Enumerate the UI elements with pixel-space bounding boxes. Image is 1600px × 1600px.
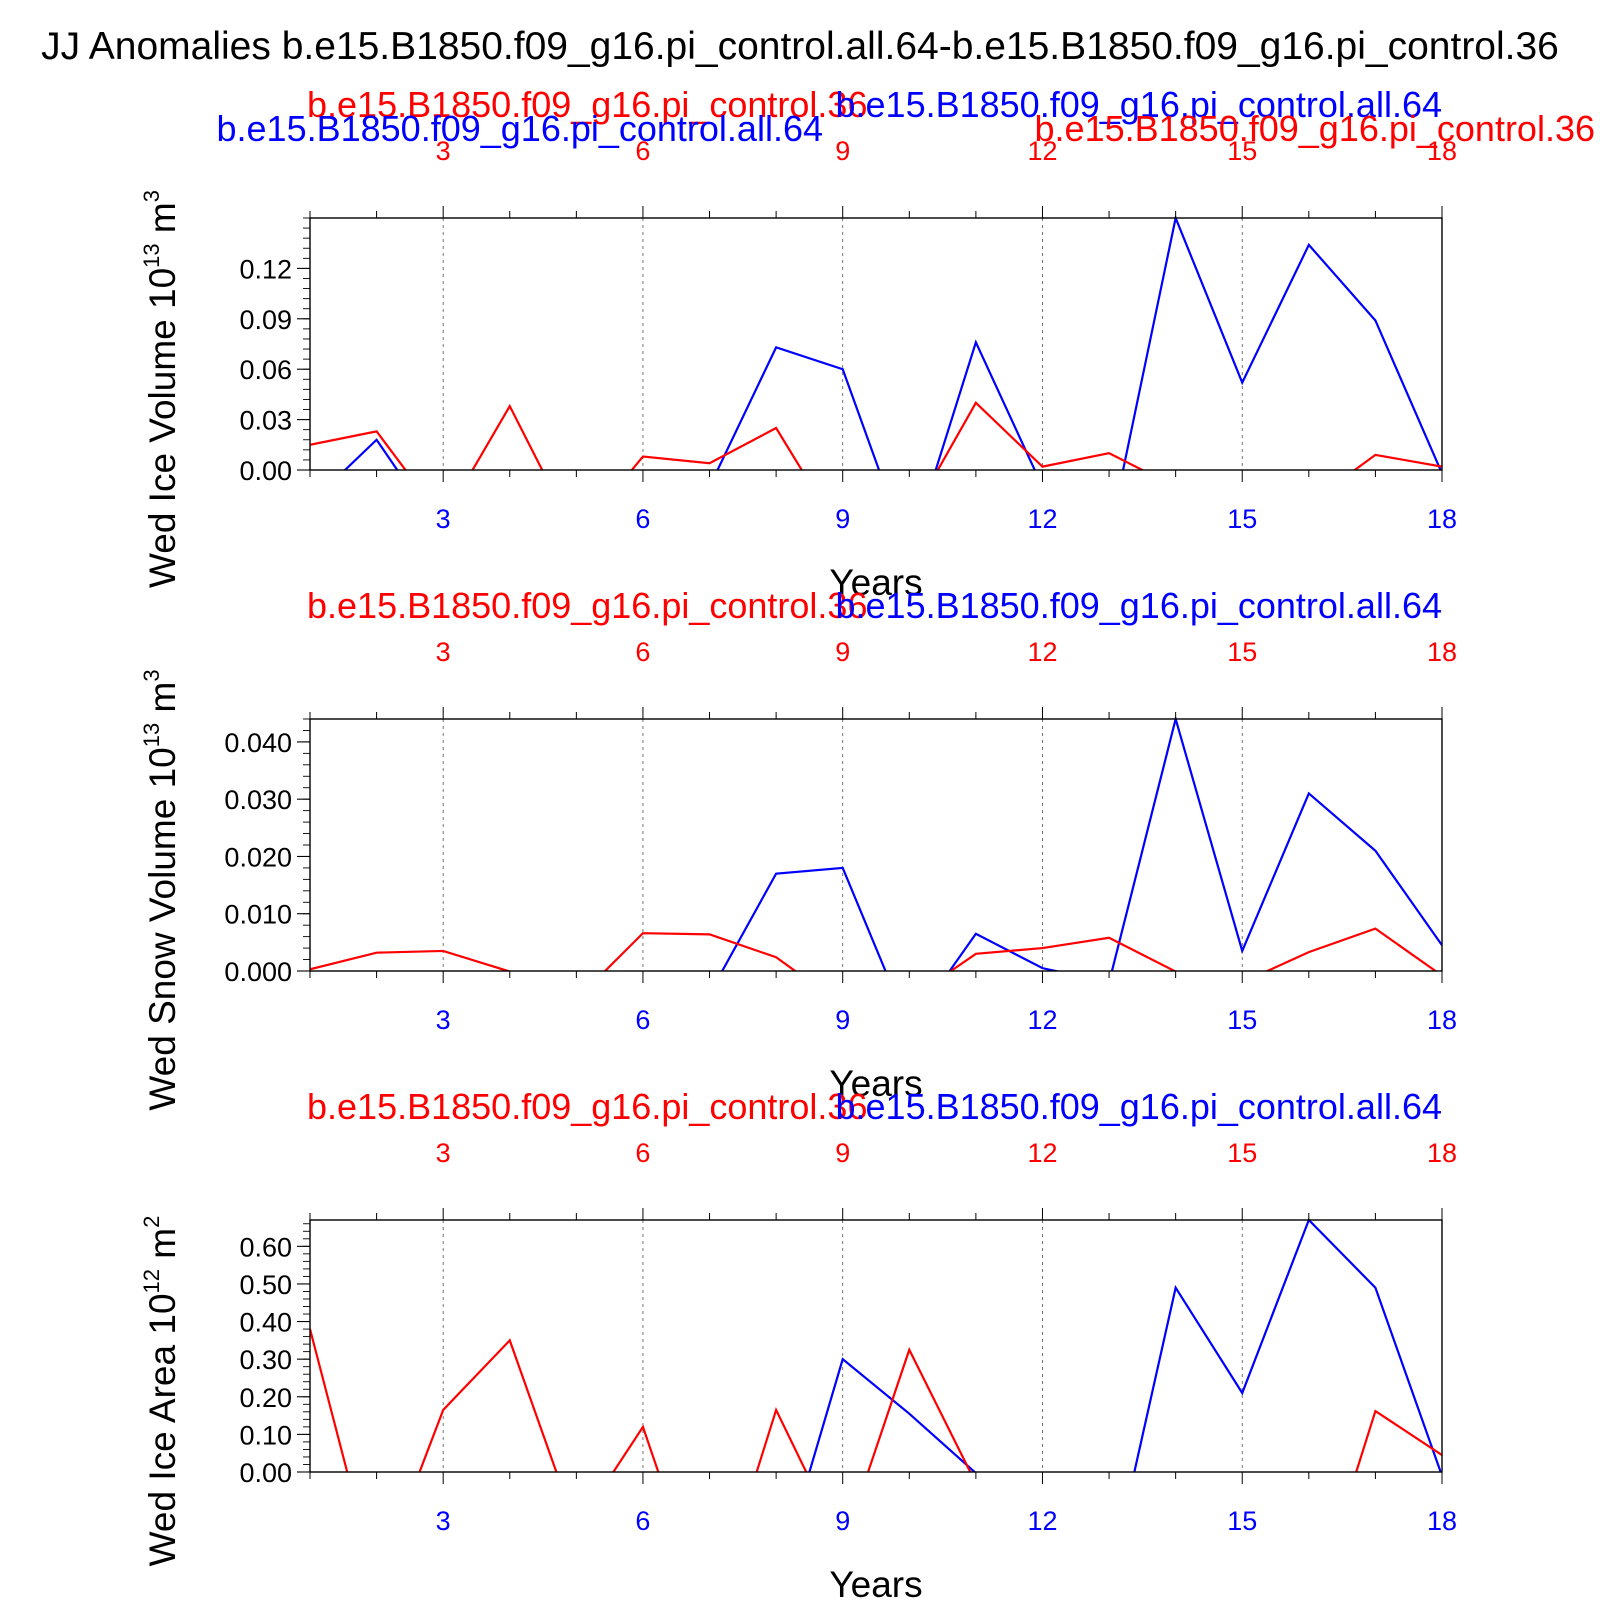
y-axis-label-exponent: 13 [139,723,164,747]
x-tick-label-bottom: 12 [1027,1005,1057,1035]
series-line-all64 [808,1218,1442,1472]
legend-case-36: b.e15.B1850.f09_g16.pi_control.36 [307,1086,867,1127]
y-tick-label: 0.020 [224,842,292,872]
y-axis-label: Wed Ice Area 1012 m2 [139,1216,183,1567]
x-tick-label-top: 9 [835,1138,850,1168]
y-axis-label-exponent: 13 [139,243,164,267]
x-axis-label: Years [829,562,922,603]
y-tick-label: 0.000 [224,957,292,987]
y-axis-label-part: m [142,202,183,243]
x-tick-label-top: 6 [635,637,650,667]
y-tick-label: 0.30 [239,1345,292,1375]
x-tick-label-bottom: 15 [1227,504,1257,534]
x-tick-label-top: 3 [436,1138,451,1168]
legend-case-36: b.e15.B1850.f09_g16.pi_control.36 [307,585,867,626]
x-tick-label-bottom: 9 [835,504,850,534]
x-tick-label-bottom: 15 [1227,1005,1257,1035]
y-tick-label: 0.40 [239,1308,292,1338]
legend-case-all64: b.e15.B1850.f09_g16.pi_control.all.64 [836,1086,1442,1127]
y-tick-label: 0.50 [239,1270,292,1300]
x-tick-label-bottom: 9 [835,1005,850,1035]
x-tick-label-top: 9 [835,136,850,166]
x-tick-label-bottom: 6 [635,1506,650,1536]
y-tick-label: 0.040 [224,728,292,758]
x-tick-label-top: 12 [1027,136,1057,166]
y-tick-label: 0.20 [239,1383,292,1413]
x-tick-label-bottom: 3 [436,1506,451,1536]
series-line-all64 [720,717,1442,971]
y-axis-label-part: Wed Ice Volume 10 [142,268,183,588]
plot-frame [309,1219,1443,1473]
y-tick-label: 0.06 [239,355,292,385]
y-tick-label: 0.00 [239,456,292,486]
panel-1: 3 3 6 6 9 9 12 12 15 15 18 18 0.00 0.03 0.06 0.09 0.12 We… [139,84,1595,603]
x-tick-label-bottom: 12 [1027,1506,1057,1536]
x-tick-label-top: 15 [1227,637,1257,667]
x-tick-label-top: 15 [1227,136,1257,166]
y-axis-label-part: Wed Snow Volume 10 [142,747,183,1110]
y-tick-label: 0.09 [239,305,292,335]
x-tick-label-top: 18 [1427,637,1457,667]
legend-case-all64: b.e15.B1850.f09_g16.pi_control.all.64 [836,84,1442,125]
x-tick-label-top: 9 [835,637,850,667]
plot-frame [309,718,1443,972]
y-tick-label: 0.03 [239,406,292,436]
x-tick-label-top: 3 [436,637,451,667]
y-tick-label: 0.60 [239,1232,292,1262]
x-tick-label-bottom: 12 [1027,504,1057,534]
series-line-36 [310,927,1438,971]
panel-3: 3 3 6 6 9 9 12 12 15 15 18 18 0.00 0.10 0.20 0.30 0.40 0.… [139,1086,1457,1600]
y-axis-label-exponent: 3 [139,190,164,202]
y-axis-label-exponent: 12 [139,1269,164,1293]
x-tick-label-top: 18 [1427,1138,1457,1168]
legend-case-all64-left: b.e15.B1850.f09_g16.pi_control.all.64 [217,108,823,149]
y-axis-label-part: Wed Ice Area 10 [142,1293,183,1566]
x-tick-label-top: 12 [1027,1138,1057,1168]
x-tick-label-top: 6 [635,136,650,166]
y-axis-label-part: m [142,682,183,723]
x-tick-label-bottom: 6 [635,504,650,534]
legend-case-all64: b.e15.B1850.f09_g16.pi_control.all.64 [836,585,1442,626]
x-axis-label: Years [829,1063,922,1104]
x-tick-label-top: 18 [1427,136,1457,166]
x-tick-label-top: 6 [635,1138,650,1168]
x-tick-label-top: 3 [436,136,451,166]
y-axis-label-exponent: 2 [139,1216,164,1228]
x-axis-label: Years [829,1564,922,1600]
x-tick-label-top: 12 [1027,637,1057,667]
x-tick-label-bottom: 3 [436,1005,451,1035]
x-tick-label-bottom: 18 [1427,1506,1457,1536]
y-axis-label-exponent: 3 [139,669,164,681]
x-tick-label-bottom: 3 [436,504,451,534]
series-line-36 [310,1328,1442,1472]
panel-2: 3 3 6 6 9 9 12 12 15 15 18 18 0.000 0.010 0.020 0.030 0.… [139,585,1457,1111]
y-tick-label: 0.010 [224,900,292,930]
y-axis-label: Wed Ice Volume 1013 m3 [139,190,183,588]
legend-case-36: b.e15.B1850.f09_g16.pi_control.36 [307,84,867,125]
y-tick-label: 0.12 [239,254,292,284]
series-line-36 [310,401,1442,470]
y-axis-label: Wed Snow Volume 1013 m3 [139,669,183,1110]
page-title: JJ Anomalies b.e15.B1850.f09_g16.pi_cont… [41,25,1559,68]
legend-case-36-right: b.e15.B1850.f09_g16.pi_control.36 [1035,108,1595,149]
x-tick-label-bottom: 9 [835,1506,850,1536]
x-tick-label-bottom: 18 [1427,504,1457,534]
y-tick-label: 0.030 [224,785,292,815]
series-line-all64 [343,216,1442,470]
x-tick-label-bottom: 18 [1427,1005,1457,1035]
y-tick-label: 0.10 [239,1420,292,1450]
x-tick-label-bottom: 6 [635,1005,650,1035]
x-tick-label-top: 15 [1227,1138,1257,1168]
y-axis-label-part: m [142,1228,183,1269]
plot-frame [309,217,1443,471]
y-tick-label: 0.00 [239,1458,292,1488]
x-tick-label-bottom: 15 [1227,1506,1257,1536]
